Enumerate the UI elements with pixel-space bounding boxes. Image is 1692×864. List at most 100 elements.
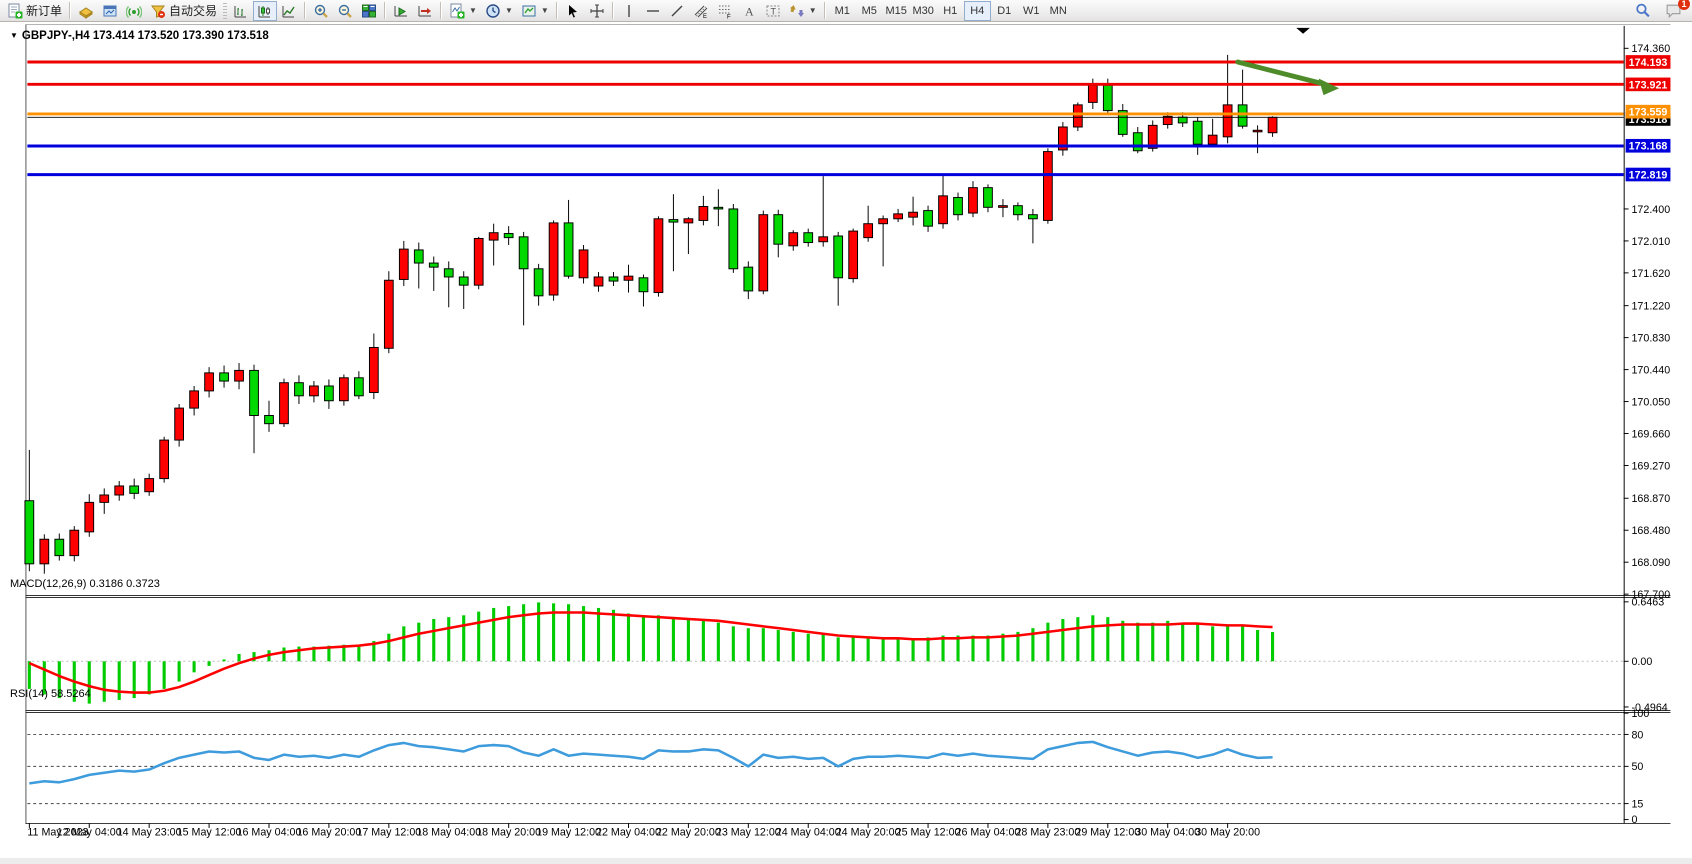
equidistant-channel-button[interactable]: E — [689, 1, 713, 21]
candle-bullish — [938, 195, 948, 225]
candle-bearish — [1117, 110, 1128, 135]
indicators-icon — [450, 3, 465, 18]
notifications-button[interactable]: 1 — [1661, 0, 1690, 21]
signals-button[interactable] — [122, 1, 146, 21]
fibonacci-button[interactable]: F — [713, 1, 737, 21]
candle-bearish — [728, 208, 739, 270]
arrows-button[interactable]: ▼ — [785, 1, 821, 21]
trend-arrow[interactable] — [1235, 59, 1340, 96]
candle-bullish — [1267, 116, 1278, 134]
horizontal-line-button[interactable] — [641, 1, 665, 21]
candle-bullish — [368, 346, 379, 394]
timeframe-M5[interactable]: M5 — [856, 1, 883, 21]
candle-bearish — [713, 206, 724, 210]
axis-label: -0.4964 — [1631, 702, 1667, 714]
zoom-out-button[interactable] — [333, 1, 357, 21]
market-button[interactable] — [74, 1, 98, 21]
axis-label: 19 May 12:00 — [536, 827, 601, 839]
axis-label: 14 May 23:00 — [117, 827, 182, 839]
tile-windows-icon — [362, 4, 377, 17]
price-badge: 174.193 — [1625, 55, 1671, 69]
axis-label: 174.360 — [1631, 43, 1670, 55]
axis-label: 30 May 20:00 — [1195, 827, 1260, 839]
candle-bullish — [339, 377, 349, 402]
candle-bearish — [803, 232, 814, 244]
tile-windows-button[interactable] — [357, 1, 381, 21]
candle-bullish — [548, 222, 559, 296]
fibonacci-icon: F — [718, 5, 731, 19]
timeframe-W1[interactable]: W1 — [1018, 1, 1045, 21]
axis-label: 50 — [1631, 761, 1643, 773]
axis-label: 25 May 12:00 — [896, 827, 961, 839]
chart-title-text: GBPJPY-,H4 173.414 173.520 173.390 173.5… — [21, 30, 269, 42]
zoom-in-button[interactable] — [309, 1, 333, 21]
bar-chart-button[interactable] — [229, 1, 253, 21]
arrows-icon — [789, 4, 804, 17]
timeframe-H4[interactable]: H4 — [963, 0, 991, 21]
candle-bullish — [908, 211, 918, 218]
candle-bullish — [279, 382, 289, 425]
templates-button[interactable]: ▼ — [517, 1, 553, 21]
candle-bullish — [848, 230, 859, 280]
window-bottom-strip — [0, 858, 1692, 864]
timeframe-H1[interactable]: H1 — [937, 1, 964, 21]
chart-shift-button[interactable] — [413, 1, 437, 21]
candle-bearish — [249, 369, 259, 416]
crosshair-button[interactable] — [585, 1, 609, 21]
candle-bearish — [608, 276, 619, 282]
candle-bullish — [309, 385, 319, 397]
autotrading-icon — [151, 5, 166, 18]
candle-bearish — [1177, 116, 1188, 124]
candle-bearish — [294, 382, 304, 397]
timeframe-MN[interactable]: MN — [1045, 1, 1072, 21]
timeframe-M30[interactable]: M30 — [910, 1, 937, 21]
indicators-caret-icon: ▼ — [469, 6, 477, 15]
candle-bullish — [114, 485, 125, 496]
trendline-button[interactable] — [665, 1, 689, 21]
line-chart-button[interactable] — [277, 1, 301, 21]
chart-canvas[interactable]: 174.360 172.400 172.010 171.620 171.220 170.8… — [0, 22, 1692, 864]
horizontal-line-icon — [646, 9, 659, 12]
candle-bullish — [99, 494, 110, 503]
auto-scroll-icon — [394, 5, 408, 16]
candle-bullish — [788, 232, 799, 247]
chart-title[interactable]: ▼ GBPJPY-,H4 173.414 173.520 173.390 173.… — [10, 30, 269, 42]
candle-bullish — [159, 439, 170, 480]
candle-bullish — [578, 249, 589, 279]
new-order-button[interactable]: 新订单 — [3, 1, 66, 21]
timeframe-D1[interactable]: D1 — [991, 1, 1018, 21]
candle-bearish — [353, 377, 364, 397]
charts-button[interactable] — [98, 1, 122, 21]
timeframe-M1[interactable]: M1 — [829, 1, 856, 21]
vertical-line-button[interactable] — [617, 1, 641, 21]
candlestick-button[interactable] — [253, 0, 278, 21]
autotrading-button[interactable]: 自动交易 — [146, 1, 221, 21]
candlestick-icon — [258, 5, 271, 17]
cursor-button[interactable] — [561, 1, 585, 21]
candle-bullish — [234, 369, 244, 382]
cursor-icon — [568, 4, 577, 17]
periods-button[interactable]: ▼ — [481, 1, 517, 21]
indicators-button[interactable]: ▼ — [445, 1, 481, 21]
search-button[interactable] — [1630, 1, 1655, 21]
candle-bullish — [1252, 129, 1263, 133]
templates-caret-icon: ▼ — [540, 6, 549, 15]
chart-window: 174.360 172.400 172.010 171.620 171.220 170.8… — [0, 22, 1692, 864]
candle-bullish — [818, 236, 829, 243]
svg-text:F: F — [727, 14, 731, 19]
chart-shift-marker[interactable] — [1296, 27, 1310, 34]
auto-scroll-button[interactable] — [389, 1, 413, 21]
one-click-expand-icon[interactable]: ▼ — [10, 31, 18, 40]
text-button[interactable]: A — [737, 1, 761, 21]
candle-bullish — [1162, 115, 1173, 126]
signals-icon — [126, 5, 143, 18]
candle-bullish — [204, 372, 214, 392]
trendline-icon — [671, 5, 683, 16]
candle-bullish — [1147, 124, 1158, 149]
crosshair-icon — [590, 4, 604, 17]
candle-bearish — [533, 268, 544, 297]
timeframe-M15[interactable]: M15 — [883, 1, 910, 21]
text-label-button[interactable]: T — [761, 1, 785, 21]
axis-label: 171.620 — [1631, 268, 1670, 280]
macd-indicator-label: MACD(12,26,9) 0.3186 0.3723 — [10, 578, 160, 590]
